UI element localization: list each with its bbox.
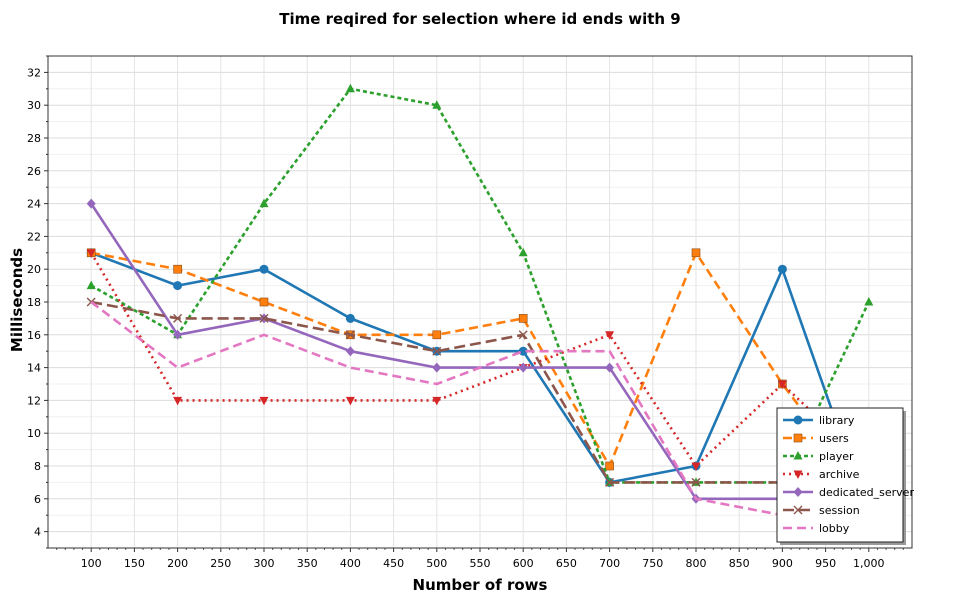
y-tick-label: 26 [27,165,41,178]
legend-label-lobby: lobby [819,522,850,535]
point-marker [605,461,614,471]
series-line-library [90,251,871,516]
point-marker [777,264,787,274]
legend-marker [793,451,803,460]
x-tick-label: 900 [772,557,793,570]
point-marker [691,462,701,471]
series-group [86,83,874,520]
legend-marker [793,505,803,515]
y-tick-label: 4 [34,526,41,539]
x-tick-label: 600 [513,557,534,570]
y-tick-label: 32 [27,66,41,79]
point-marker [86,280,96,290]
legend-marker [793,433,803,443]
y-tick-label: 14 [27,362,41,375]
point-marker [345,330,355,340]
point-marker [605,331,615,340]
y-tick-label: 10 [27,427,41,440]
point-marker [518,314,528,323]
legend-marker [793,470,803,479]
x-tick-label: 800 [686,557,707,570]
y-tick-label: 30 [27,99,41,112]
point-marker [259,297,269,307]
x-tick-label: 550 [470,557,491,570]
legend-marker [793,487,803,497]
y-tick-label: 28 [27,132,41,145]
point-marker [259,313,269,323]
point-marker [259,198,269,208]
x-tick-label: 650 [556,557,577,570]
point-marker [173,264,182,274]
legend-label-archive: archive [819,468,860,481]
x-tick-label: 850 [729,557,750,570]
x-tick-label: 950 [815,557,836,570]
point-marker [864,297,874,306]
x-axis-ticks: 100 150 200 250 300 350 400 450 500 550 600 650 700 7… [56,548,904,570]
point-marker [173,396,183,406]
point-marker [432,330,442,340]
y-tick-label: 18 [27,296,41,309]
x-tick-label: 250 [210,557,231,570]
point-marker [86,249,96,258]
point-marker [518,362,528,373]
y-axis-title: Milliseconds [8,248,26,352]
x-tick-label: 500 [426,557,447,570]
x-tick-label: 350 [297,557,318,570]
point-marker [518,247,528,257]
point-marker [345,396,355,406]
y-tick-label: 22 [27,230,41,243]
x-tick-label: 750 [642,557,663,570]
point-marker [432,362,442,373]
x-tick-label: 400 [340,557,361,570]
series-line-users [90,251,870,500]
point-marker [173,281,183,291]
y-tick-label: 16 [27,329,41,342]
legend: library users player archive dedicated_serve… [776,407,914,545]
point-marker [518,330,528,340]
series-line-player [90,87,870,484]
chart-title: Time reqired for selection where id ends… [279,10,681,28]
series-lobby [90,300,869,517]
x-tick-label: 700 [599,557,620,570]
point-marker [259,396,269,406]
x-tick-label: 100 [81,557,102,570]
point-marker [173,313,183,323]
point-marker [432,396,442,406]
point-marker [777,380,787,389]
point-marker [173,329,183,340]
point-marker [345,346,355,357]
x-tick-label: 300 [254,557,275,570]
point-marker [432,346,442,356]
legend-label-users: users [819,432,849,445]
point-marker [691,248,701,258]
x-tick-label: 200 [167,557,188,570]
point-marker [691,477,701,487]
series-line-session [90,300,869,484]
x-tick-label: 1,000 [853,557,885,570]
point-marker [432,100,442,109]
legend-label-session: session [819,504,860,517]
legend-label-library: library [819,414,855,427]
point-marker [605,362,615,373]
point-marker [86,198,96,209]
point-marker [345,313,355,323]
x-axis-title: Number of rows [413,576,548,594]
legend-marker [793,415,803,425]
legend-label-player: player [819,450,854,463]
y-axis-ticks: 4 6 8 10 12 14 16 18 20 22 24 26 28 30 32 [27,55,48,549]
x-tick-label: 150 [124,557,145,570]
plot-border [47,55,913,549]
point-marker [345,83,355,93]
y-tick-label: 8 [34,460,41,473]
y-tick-label: 6 [34,493,41,506]
point-marker [605,477,615,487]
y-tick-label: 12 [27,394,41,407]
x-tick-label: 450 [383,557,404,570]
point-marker [259,264,269,274]
series-line-lobby [90,300,869,517]
y-tick-label: 24 [27,198,41,211]
y-tick-label: 20 [27,263,41,276]
legend-label-dedicated_server: dedicated_server [819,486,914,499]
